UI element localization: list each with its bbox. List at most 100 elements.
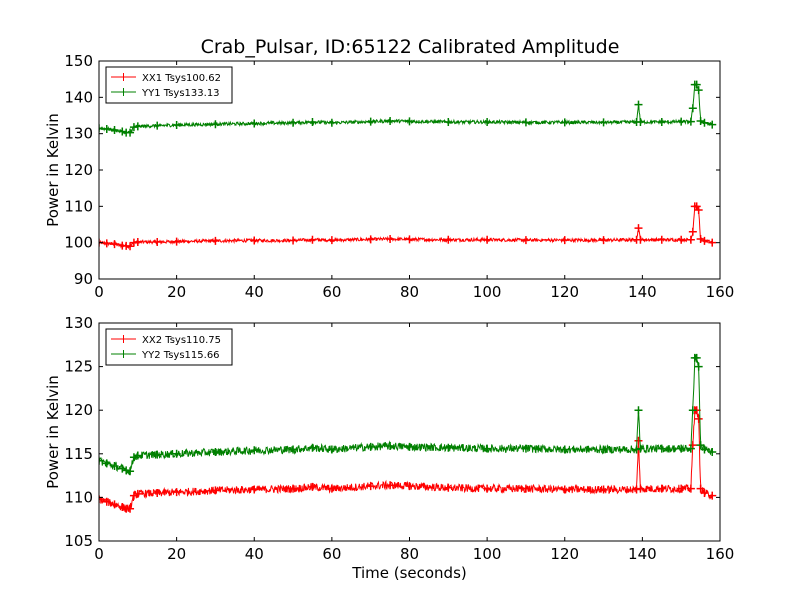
data-point bbox=[405, 482, 414, 491]
x-tick-label: 140 bbox=[628, 545, 657, 563]
data-point bbox=[677, 484, 686, 493]
data-point bbox=[133, 237, 142, 246]
data-point bbox=[444, 443, 453, 452]
data-point bbox=[694, 362, 703, 371]
x-tick-label: 40 bbox=[245, 283, 264, 301]
data-point bbox=[700, 445, 709, 454]
data-point bbox=[483, 484, 492, 493]
data-point bbox=[118, 127, 127, 136]
data-point bbox=[700, 118, 709, 127]
data-point bbox=[308, 443, 317, 452]
data-point bbox=[599, 118, 608, 127]
x-tick-label: 0 bbox=[94, 545, 104, 563]
data-point bbox=[677, 117, 686, 126]
series-1-0 bbox=[99, 202, 717, 251]
data-point bbox=[133, 451, 142, 460]
y-tick-label: 110 bbox=[64, 488, 93, 506]
data-point bbox=[634, 224, 643, 233]
x-tick-label: 120 bbox=[550, 283, 579, 301]
data-point bbox=[657, 484, 666, 493]
legend: XX1 Tsys100.62 YY1 Tsys133.13 bbox=[105, 66, 233, 104]
data-point bbox=[692, 80, 701, 89]
data-point bbox=[521, 118, 530, 127]
data-point bbox=[686, 484, 695, 493]
bottom-subplot: 0 20 40 60 80 100 120 140 160 105 110 115 120 125 130 P… bbox=[44, 314, 734, 582]
data-point bbox=[560, 445, 569, 454]
data-point bbox=[126, 504, 135, 513]
data-point bbox=[133, 122, 142, 131]
data-point bbox=[99, 124, 103, 133]
legend-entry-label: YY1 Tsys133.13 bbox=[141, 88, 220, 99]
legend-frame bbox=[105, 66, 233, 104]
top-subplot: 0 20 40 60 80 100 120 140 160 90 100 110 120 130 140 15… bbox=[44, 52, 734, 301]
legend-marker bbox=[120, 335, 127, 343]
series-line bbox=[99, 204, 713, 250]
data-point bbox=[250, 446, 259, 455]
data-point bbox=[694, 205, 703, 214]
data-point bbox=[172, 237, 181, 246]
data-point bbox=[483, 118, 492, 127]
data-point bbox=[636, 235, 645, 244]
data-point bbox=[632, 445, 641, 454]
legend-marker bbox=[120, 88, 127, 96]
data-point bbox=[694, 86, 703, 95]
legend-marker bbox=[120, 73, 127, 81]
data-point bbox=[686, 444, 695, 453]
data-point bbox=[708, 448, 717, 457]
x-tick-label: 160 bbox=[706, 545, 735, 563]
data-point bbox=[688, 406, 697, 415]
legend-entry-label: XX1 Tsys100.62 bbox=[142, 73, 221, 84]
x-tick-label: 80 bbox=[400, 545, 419, 563]
x-tick-label: 100 bbox=[473, 545, 502, 563]
data-point bbox=[677, 444, 686, 453]
data-point bbox=[126, 128, 135, 137]
data-point bbox=[696, 235, 705, 244]
data-point bbox=[700, 489, 709, 498]
data-point bbox=[386, 481, 395, 490]
data-point bbox=[560, 485, 569, 494]
x-tick-label: 0 bbox=[94, 283, 104, 301]
data-point bbox=[405, 117, 414, 126]
data-point bbox=[636, 444, 645, 453]
data-point bbox=[308, 118, 317, 127]
data-point bbox=[102, 124, 111, 133]
data-point bbox=[483, 444, 492, 453]
legend-entry-label: XX2 Tsys110.75 bbox=[142, 335, 221, 346]
data-point bbox=[308, 235, 317, 244]
data-point bbox=[386, 441, 395, 450]
series-line bbox=[99, 83, 713, 135]
data-point bbox=[211, 236, 220, 245]
data-point bbox=[110, 240, 119, 249]
data-point bbox=[686, 117, 695, 126]
data-point bbox=[99, 495, 103, 504]
data-point bbox=[696, 484, 705, 493]
data-point bbox=[289, 236, 298, 245]
y-tick-label: 125 bbox=[64, 358, 93, 376]
data-point bbox=[444, 483, 453, 492]
x-tick-label: 160 bbox=[706, 283, 735, 301]
x-tick-label: 100 bbox=[473, 283, 502, 301]
data-point bbox=[172, 449, 181, 458]
data-point bbox=[327, 484, 336, 493]
data-point bbox=[366, 117, 375, 126]
legend: XX2 Tsys110.75 YY2 Tsys115.66 bbox=[105, 328, 233, 366]
data-point bbox=[521, 444, 530, 453]
y-tick-label: 130 bbox=[64, 314, 93, 332]
data-point bbox=[110, 500, 119, 509]
data-point bbox=[366, 235, 375, 244]
legend-entry-label: YY2 Tsys115.66 bbox=[141, 350, 220, 361]
data-point bbox=[129, 491, 138, 500]
data-point bbox=[521, 236, 530, 245]
data-point bbox=[172, 120, 181, 129]
series-2-0 bbox=[99, 80, 717, 137]
data-point bbox=[118, 502, 127, 511]
series-2-1 bbox=[99, 353, 717, 476]
data-point bbox=[686, 235, 695, 244]
data-point bbox=[386, 116, 395, 125]
data-point bbox=[657, 235, 666, 244]
y-tick-label: 120 bbox=[64, 161, 93, 179]
data-point bbox=[126, 467, 135, 476]
data-point bbox=[308, 482, 317, 491]
data-point bbox=[211, 486, 220, 495]
